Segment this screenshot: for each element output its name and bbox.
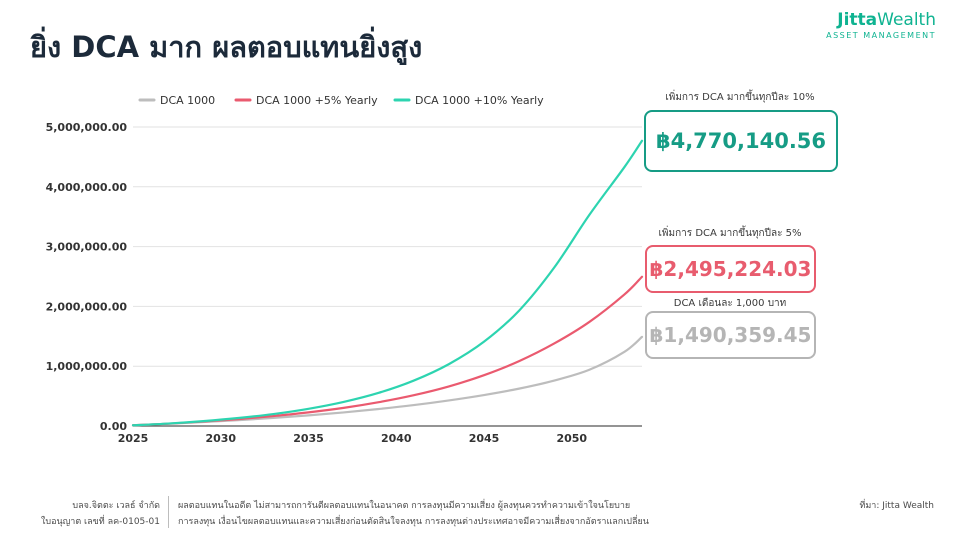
series-line-dca-1000-5-yearly (131, 275, 644, 427)
brand-name-light: Wealth (877, 10, 936, 30)
footer-source: ที่มา: Jitta Wealth (859, 501, 934, 511)
x-tick-label: 2050 (556, 432, 587, 445)
footer-company-name: บลจ.จิตตะ เวลธ์ จำกัด (72, 501, 160, 511)
footer-disclaimer-line1: ผลตอบแทนในอดีต ไม่สามารถการันตีผลตอบแทนใ… (178, 501, 631, 511)
brand-logo: JittaWealth ASSET MANAGEMENT (826, 10, 936, 40)
series-line-dca-1000 (131, 335, 644, 427)
callout-base-value: ฿1,490,359.45 (645, 311, 816, 359)
footer-company: บลจ.จิตตะ เวลธ์ จำกัด ใบอนุญาต เลขที่ ลค… (20, 498, 160, 530)
y-tick-label: 2,000,000.00 (46, 300, 128, 313)
callout-base-caption: DCA เดือนละ 1,000 บาท (673, 298, 787, 309)
footer-disclaimer-line2: การลงทุน เงื่อนไขผลตอบแทนและความเสี่ยงก่… (178, 517, 649, 527)
x-tick-label: 2025 (118, 432, 149, 445)
page-title: ยิ่ง DCA มาก ผลตอบแทนยิ่งสูง (30, 30, 423, 64)
brand-name-bold: Jitta (837, 10, 878, 30)
brand-subtitle: ASSET MANAGEMENT (826, 31, 936, 40)
series-line-dca-1000-10-yearly (131, 139, 644, 427)
x-tick-label: 2045 (469, 432, 500, 445)
x-tick-label: 2035 (293, 432, 324, 445)
y-tick-label: 4,000,000.00 (46, 181, 128, 194)
callout-10pct-value: ฿4,770,140.56 (644, 110, 838, 172)
footer-divider (168, 496, 169, 528)
y-tick-label: 1,000,000.00 (46, 360, 128, 373)
y-tick-label: 3,000,000.00 (46, 241, 128, 254)
legend-label: DCA 1000 (160, 94, 215, 107)
y-tick-label: 5,000,000.00 (46, 121, 128, 134)
x-tick-label: 2030 (205, 432, 236, 445)
footer-license: ใบอนุญาต เลขที่ ลค-0105-01 (40, 517, 160, 527)
legend-label: DCA 1000 +5% Yearly (256, 94, 378, 107)
callout-5pct-caption: เพิ่มการ DCA มากขึ้นทุกปีละ 5% (658, 228, 802, 239)
x-tick-label: 2040 (381, 432, 412, 445)
y-tick-label: 0.00 (100, 420, 127, 433)
callout-10pct-caption: เพิ่มการ DCA มากขึ้นทุกปีละ 10% (665, 92, 815, 103)
legend-label: DCA 1000 +10% Yearly (415, 94, 544, 107)
footer-disclaimer: ผลตอบแทนในอดีต ไม่สามารถการันตีผลตอบแทนใ… (178, 498, 649, 530)
callout-5pct-value: ฿2,495,224.03 (645, 245, 816, 293)
brand-name: JittaWealth (826, 10, 936, 30)
